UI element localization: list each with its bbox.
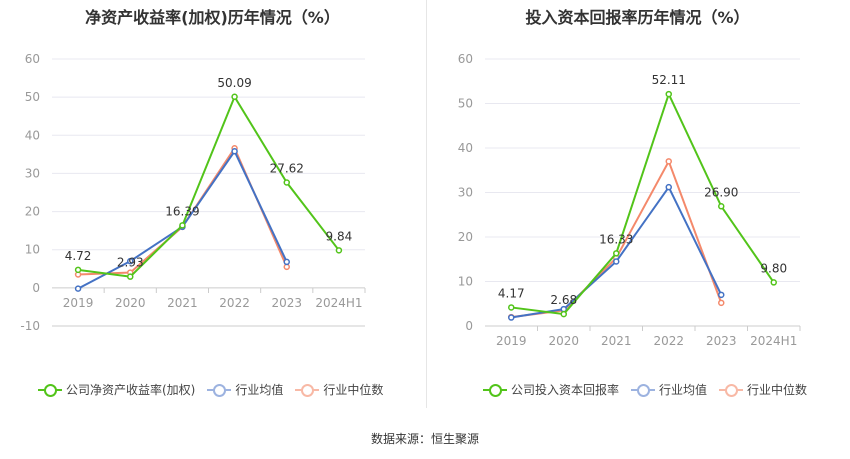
- x-tick-label: 2022: [653, 334, 684, 348]
- data-point: [718, 291, 725, 299]
- legend-label: 行业中位数: [747, 383, 808, 397]
- data-point: [74, 285, 82, 292]
- y-tick-label: 50: [25, 90, 40, 104]
- x-tick-label: 2019: [63, 296, 94, 310]
- data-point: [335, 247, 343, 254]
- legend-label: 行业中位数: [323, 383, 384, 397]
- x-tick-label: 2020: [548, 334, 579, 348]
- legend-marker-avg: [207, 383, 232, 397]
- data-source-note: 数据来源：恒生聚源: [370, 432, 479, 446]
- legend-label: 公司净资产收益率(加权): [66, 383, 196, 397]
- roic-legend: 公司投入资本回报率 行业均值 行业中位数: [483, 381, 819, 398]
- x-tick-label: 2023: [271, 296, 302, 310]
- legend-item-industry-median[interactable]: 行业中位数: [719, 381, 807, 398]
- y-tick-label: 10: [458, 275, 473, 289]
- legend-item-industry-avg[interactable]: 行业均值: [631, 381, 707, 398]
- legend-item-company-roic[interactable]: 公司投入资本回报率: [483, 381, 619, 398]
- panel-divider: [426, 0, 427, 408]
- x-tick-label: 2020: [115, 296, 146, 310]
- data-label: 2.93: [117, 256, 144, 270]
- legend-label: 公司投入资本回报率: [511, 383, 620, 397]
- x-tick-label: 2024H1: [750, 334, 797, 348]
- data-point: [179, 222, 186, 229]
- data-label: 9.84: [326, 229, 353, 243]
- legend-marker-median: [295, 383, 320, 397]
- x-tick-label: 2021: [601, 334, 632, 348]
- y-tick-label: 60: [458, 52, 473, 66]
- y-tick-label: 10: [25, 243, 40, 257]
- data-label: 26.90: [704, 185, 738, 199]
- data-label: 4.17: [498, 286, 525, 300]
- x-tick-label: 2022: [219, 296, 250, 310]
- data-label: 9.80: [760, 261, 787, 275]
- data-point: [508, 314, 515, 321]
- data-label: 16.39: [165, 204, 199, 218]
- data-point: [665, 90, 672, 98]
- chart-title-roe: 净资产收益率(加权)历年情况（%）: [85, 8, 340, 27]
- data-point: [665, 158, 672, 165]
- legend-item-industry-avg[interactable]: 行业均值: [207, 381, 283, 398]
- x-tick-label: 2019: [496, 334, 527, 348]
- x-tick-label: 2023: [706, 334, 737, 348]
- chart-title-roic: 投入资本回报率历年情况（%）: [525, 8, 750, 27]
- data-label: 16.33: [599, 232, 633, 246]
- data-point: [127, 257, 134, 265]
- data-point: [231, 148, 238, 155]
- data-label: 27.62: [270, 162, 304, 176]
- data-point: [613, 258, 620, 265]
- legend-label: 行业均值: [235, 383, 284, 397]
- x-tick-label: 2024H1: [315, 296, 362, 310]
- series-line: [77, 94, 340, 278]
- legend-item-company-roe[interactable]: 公司净资产收益率(加权): [38, 381, 195, 398]
- legend-marker-avg: [631, 383, 656, 397]
- data-point: [770, 279, 777, 286]
- legend-marker-company: [38, 383, 62, 397]
- y-tick-label: 0: [32, 281, 40, 295]
- y-tick-label: 0: [465, 319, 473, 333]
- data-point: [613, 250, 620, 257]
- y-tick-label: 20: [458, 230, 473, 244]
- data-point: [283, 258, 290, 266]
- legend-marker-company: [483, 383, 507, 397]
- data-point: [560, 310, 567, 318]
- data-label: 52.11: [652, 73, 686, 87]
- y-tick-label: 30: [25, 166, 40, 180]
- y-tick-label: 30: [458, 186, 473, 200]
- y-tick-label: 40: [25, 128, 40, 142]
- y-tick-label: 40: [458, 141, 473, 155]
- data-point: [127, 273, 134, 280]
- legend-marker-median: [719, 383, 744, 397]
- data-label: 50.09: [217, 76, 251, 90]
- x-tick-label: 2021: [167, 296, 198, 310]
- y-tick-label: 50: [458, 97, 473, 111]
- roe-chart: -10 0 10 20 30 40 50 60 2019 2020 2021 2022 2023 2024…: [20, 52, 366, 333]
- data-label: 2.68: [550, 293, 577, 307]
- data-point: [718, 203, 725, 210]
- data-point: [283, 179, 290, 186]
- data-point: [665, 183, 672, 191]
- data-point: [718, 299, 725, 307]
- roe-legend: 公司净资产收益率(加权) 行业均值 行业中位数: [38, 381, 395, 398]
- y-tick-label: -10: [20, 319, 40, 333]
- data-point: [74, 266, 82, 274]
- data-point: [508, 304, 515, 311]
- legend-label: 行业均值: [659, 383, 708, 397]
- y-tick-label: 20: [25, 205, 40, 219]
- y-tick-label: 60: [25, 52, 40, 66]
- data-label: 4.72: [65, 249, 92, 263]
- legend-item-industry-median[interactable]: 行业中位数: [295, 381, 383, 398]
- series-line: [511, 91, 775, 316]
- data-point: [231, 93, 238, 101]
- roic-chart: 0 10 20 30 40 50 60 2019 2020 2021 2022 2023 2024H1 4…: [458, 52, 801, 348]
